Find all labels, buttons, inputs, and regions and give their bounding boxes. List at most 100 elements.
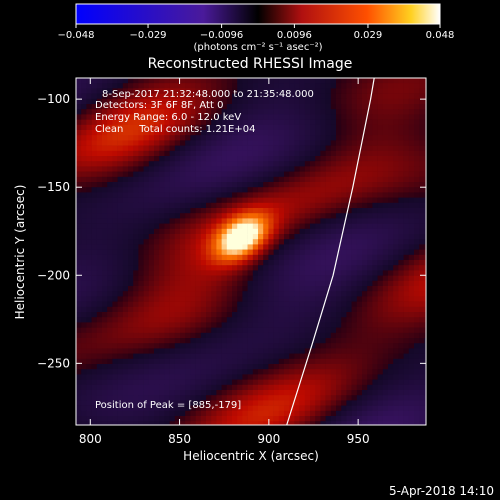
heatmap-cell (315, 286, 321, 292)
heatmap-cell (128, 254, 134, 261)
heatmap-cell (403, 213, 410, 219)
heatmap-cell (81, 265, 87, 271)
heatmap-cell (419, 343, 425, 349)
heatmap-cell (122, 228, 129, 235)
heatmap-cell (138, 83, 144, 89)
heatmap-cell (206, 228, 212, 235)
heatmap-cell (169, 348, 176, 354)
heatmap-cell (91, 161, 98, 167)
heatmap-cell (263, 119, 269, 126)
heatmap-cell (221, 286, 228, 292)
heatmap-cell (299, 223, 306, 230)
heatmap-cell (91, 353, 98, 360)
heatmap-cell (185, 161, 191, 167)
colorbar-unit-label: (photons cm⁻² s⁻¹ asec⁻²) (193, 42, 322, 53)
heatmap-cell (164, 192, 170, 198)
heatmap-cell (148, 395, 155, 401)
heatmap-cell (419, 197, 425, 204)
heatmap-cell (268, 312, 274, 318)
heatmap-cell (310, 317, 316, 323)
heatmap-cell (81, 109, 87, 115)
heatmap-cell (216, 208, 222, 214)
heatmap-cell (138, 270, 144, 276)
heatmap-cell (221, 78, 228, 84)
heatmap-cell (76, 187, 82, 193)
heatmap-cell (86, 239, 92, 245)
heatmap-cell (377, 218, 384, 224)
heatmap-cell (289, 400, 295, 406)
heatmap-cell (159, 109, 165, 115)
heatmap-cell (278, 156, 285, 162)
heatmap-cell (341, 202, 347, 209)
heatmap-cell (138, 364, 144, 370)
heatmap-cell (159, 286, 165, 292)
heatmap-cell (346, 135, 352, 141)
heatmap-cell (221, 124, 228, 131)
heatmap-cell (268, 234, 274, 240)
heatmap-cell (273, 291, 280, 297)
heatmap-cell (148, 296, 155, 302)
heatmap-cell (299, 135, 306, 141)
heatmap-cell (200, 270, 207, 276)
heatmap-cell (351, 192, 358, 198)
heatmap-cell (128, 130, 134, 136)
heatmap-cell (351, 374, 358, 380)
heatmap-cell (200, 379, 207, 386)
heatmap-cell (263, 187, 269, 193)
heatmap-cell (294, 353, 300, 360)
heatmap-cell (325, 390, 332, 396)
heatmap-cell (351, 348, 358, 354)
heatmap-cell (398, 400, 404, 406)
heatmap-cell (398, 364, 404, 370)
heatmap-cell (237, 421, 243, 425)
heatmap-cell (216, 83, 222, 89)
x-axis-label: Heliocentric X (arcsec) (183, 449, 319, 463)
heatmap-cell (263, 197, 269, 204)
heatmap-cell (263, 421, 269, 425)
heatmap-cell (169, 260, 176, 266)
heatmap-cell (403, 145, 410, 152)
heatmap-cell (398, 322, 404, 328)
heatmap-cell (273, 244, 280, 250)
heatmap-cell (86, 374, 92, 380)
heatmap-cell (174, 104, 181, 110)
heatmap-cell (122, 223, 129, 230)
heatmap-cell (86, 296, 92, 302)
heatmap-cell (414, 260, 420, 266)
heatmap-cell (107, 244, 113, 250)
heatmap-cell (200, 291, 207, 297)
heatmap-cell (372, 208, 378, 214)
heatmap-cell (138, 410, 144, 417)
heatmap-cell (174, 98, 181, 105)
heatmap-cell (294, 244, 300, 250)
heatmap-cell (154, 239, 160, 245)
heatmap-cell (299, 254, 306, 261)
heatmap-cell (341, 104, 347, 110)
heatmap-cell (242, 218, 248, 224)
heatmap-cell (341, 239, 347, 245)
heatmap-cell (351, 260, 358, 266)
heatmap-cell (325, 400, 332, 406)
heatmap-cell (154, 192, 160, 198)
heatmap-cell (346, 379, 352, 386)
heatmap-cell (216, 197, 222, 204)
heatmap-cell (304, 223, 311, 230)
heatmap-cell (237, 202, 243, 209)
heatmap-cell (398, 197, 404, 204)
heatmap-cell (206, 338, 212, 344)
heatmap-cell (143, 296, 150, 302)
heatmap-cell (169, 343, 176, 349)
heatmap-cell (159, 280, 165, 287)
heatmap-cell (424, 88, 426, 94)
heatmap-cell (372, 369, 378, 375)
heatmap-cell (341, 124, 347, 131)
heatmap-cell (107, 296, 113, 302)
heatmap-cell (143, 358, 150, 365)
heatmap-cell (408, 306, 415, 313)
heatmap-cell (336, 358, 342, 365)
heatmap-cell (278, 114, 285, 120)
heatmap-cell (393, 348, 399, 354)
heatmap-cell (169, 270, 176, 276)
heatmap-cell (247, 223, 254, 230)
heatmap-cell (180, 88, 186, 94)
